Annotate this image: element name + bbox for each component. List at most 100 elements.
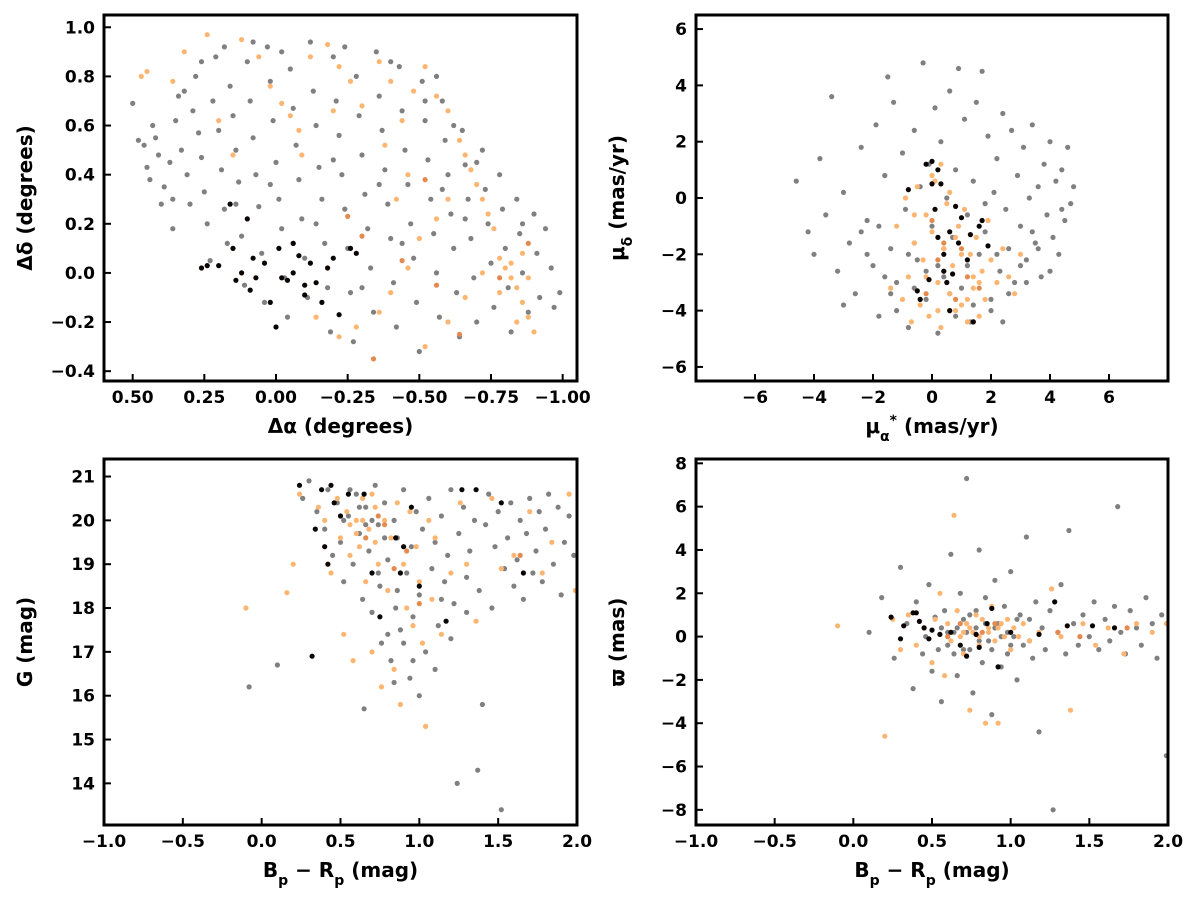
x-tick-label: 6 — [1103, 388, 1115, 408]
data-point — [341, 631, 347, 637]
data-point — [514, 319, 520, 325]
data-point — [1032, 240, 1038, 246]
data-point — [973, 234, 979, 240]
data-point — [953, 308, 959, 314]
data-point — [926, 582, 932, 588]
data-point — [369, 609, 375, 616]
data-point — [451, 122, 457, 129]
data-point — [917, 296, 923, 302]
data-point — [423, 723, 429, 730]
data-point — [408, 221, 414, 227]
data-point — [988, 308, 994, 314]
data-point — [344, 509, 350, 515]
data-point — [958, 215, 965, 221]
data-point — [393, 196, 399, 202]
data-point — [1149, 621, 1155, 627]
data-point — [1026, 638, 1033, 644]
data-point — [362, 191, 368, 197]
data-point — [261, 299, 268, 305]
data-point — [908, 319, 915, 325]
data-point — [337, 539, 344, 545]
points-layer — [835, 475, 1168, 813]
data-point — [923, 291, 929, 297]
data-point — [1006, 274, 1012, 280]
data-point — [1033, 599, 1039, 605]
data-point — [988, 257, 994, 263]
data-point — [929, 217, 935, 224]
data-point — [793, 178, 799, 184]
x-tick-label: 2.0 — [562, 832, 592, 852]
data-point — [1047, 268, 1053, 274]
data-point — [1127, 608, 1133, 614]
data-point — [967, 251, 974, 257]
data-point — [938, 139, 944, 145]
data-point — [1071, 621, 1077, 627]
data-point — [153, 135, 159, 141]
data-point — [353, 324, 359, 330]
y-tick-label: −4 — [661, 302, 687, 322]
data-point — [1003, 206, 1009, 212]
data-point — [985, 133, 991, 139]
data-point — [290, 561, 296, 567]
data-point — [491, 226, 497, 232]
data-point — [328, 482, 334, 488]
data-point — [401, 544, 407, 550]
data-point — [467, 548, 473, 554]
data-point — [929, 172, 935, 179]
data-point — [465, 196, 471, 202]
data-point — [397, 627, 403, 633]
data-point — [527, 495, 533, 501]
data-point — [514, 557, 520, 563]
data-point — [464, 574, 470, 580]
y-tick-label: 19 — [71, 555, 95, 575]
data-point — [347, 487, 353, 493]
data-point — [302, 282, 308, 288]
data-point — [353, 73, 359, 79]
data-point — [840, 302, 847, 308]
x-axis-label: Bp − Rp (mag) — [854, 858, 1009, 889]
data-point — [888, 246, 894, 252]
y-tick-label: 14 — [71, 774, 95, 794]
data-point — [1017, 263, 1024, 269]
data-point — [1017, 251, 1024, 257]
data-point — [1055, 629, 1061, 635]
data-point — [534, 250, 540, 256]
data-point — [923, 296, 929, 302]
data-point — [858, 229, 864, 235]
data-point — [1020, 642, 1026, 648]
data-point — [264, 44, 270, 50]
data-point — [913, 642, 919, 648]
data-point — [360, 596, 366, 602]
data-point — [498, 500, 504, 506]
data-point — [932, 105, 938, 111]
data-point — [356, 504, 362, 510]
data-point — [920, 60, 926, 66]
y-tick-label: 2 — [675, 584, 687, 604]
data-point — [302, 255, 308, 261]
data-point — [914, 184, 920, 190]
data-point — [307, 54, 313, 60]
data-point — [995, 720, 1001, 726]
data-point — [935, 279, 941, 286]
data-point — [227, 83, 233, 89]
data-point — [870, 263, 876, 269]
data-point — [411, 88, 417, 94]
data-point — [1020, 144, 1027, 150]
data-point — [941, 274, 947, 280]
data-point — [1036, 631, 1042, 638]
data-point — [325, 561, 331, 567]
data-point — [973, 608, 979, 614]
data-point — [1102, 616, 1108, 622]
x-tick-label: 1.5 — [1074, 832, 1104, 852]
data-point — [296, 253, 302, 259]
data-point — [558, 592, 564, 598]
data-point — [422, 98, 428, 104]
data-point — [290, 105, 296, 111]
data-point — [376, 59, 382, 65]
data-point — [499, 206, 506, 212]
y-tick-label: 20 — [71, 511, 95, 531]
data-point — [985, 243, 991, 249]
y-tick-label: 1.0 — [65, 18, 95, 38]
data-point — [1000, 319, 1006, 325]
data-point — [984, 621, 990, 627]
